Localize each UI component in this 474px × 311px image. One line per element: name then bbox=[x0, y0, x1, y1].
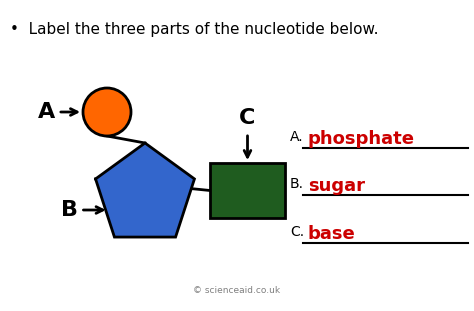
Text: phosphate: phosphate bbox=[308, 130, 415, 148]
Text: •  Label the three parts of the nucleotide below.: • Label the three parts of the nucleotid… bbox=[10, 22, 379, 37]
Text: A: A bbox=[38, 102, 55, 122]
Text: © scienceaid.co.uk: © scienceaid.co.uk bbox=[193, 286, 281, 295]
Text: sugar: sugar bbox=[308, 177, 365, 195]
Circle shape bbox=[83, 88, 131, 136]
Text: base: base bbox=[308, 225, 356, 243]
Bar bbox=[210, 163, 285, 218]
Text: A.: A. bbox=[290, 130, 304, 144]
Polygon shape bbox=[96, 143, 194, 237]
Text: B: B bbox=[61, 200, 78, 220]
Text: C.: C. bbox=[290, 225, 304, 239]
Text: C: C bbox=[239, 108, 255, 128]
Text: B.: B. bbox=[290, 177, 304, 191]
